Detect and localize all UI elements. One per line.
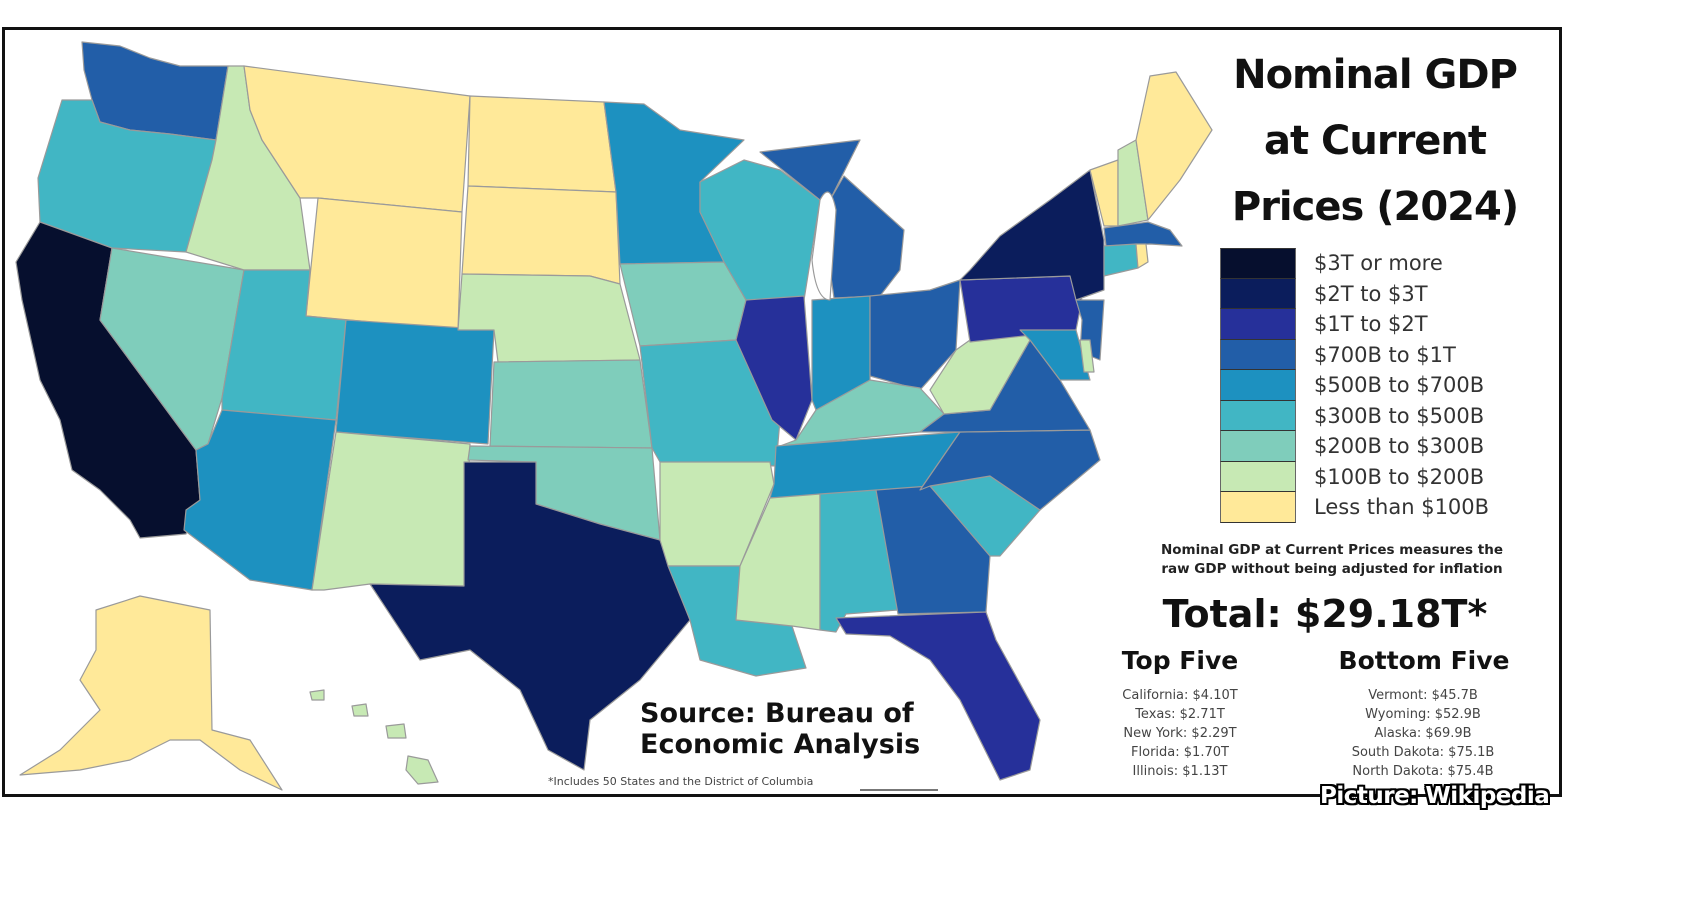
legend-swatch [1220,461,1296,492]
legend-label: $500B to $700B [1314,373,1485,398]
legend-item: Less than $100B [1220,492,1489,523]
legend-label: Less than $100B [1314,495,1490,520]
footnote: *Includes 50 States and the District of … [548,775,814,788]
bottom-five-item: North Dakota: $75.4B [1352,764,1494,779]
legend-item: $3T or more [1220,248,1489,279]
note-line-2: raw GDP without being adjusted for infla… [1161,561,1503,577]
total-gdp: Total: $29.18T* [1162,592,1488,636]
state-hawaii-islands [351,703,369,717]
legend-item: $100B to $200B [1220,461,1489,492]
bottom-five-item: Wyoming: $52.9B [1365,707,1481,722]
state-north-dakota [467,95,617,193]
bottom-five-heading: Bottom Five [1338,646,1510,675]
state-iowa [619,261,747,347]
top-five-list: California: $4.10T Texas: $2.71T New Yor… [1100,686,1260,781]
top-five-item: Texas: $2.71T [1135,707,1225,722]
note-line-1: Nominal GDP at Current Prices measures t… [1160,542,1504,558]
state-rhode-island [1135,243,1149,269]
state-georgia [875,485,991,615]
legend-item: $700B to $1T [1220,339,1489,370]
us-choropleth-map [15,41,1213,791]
title-line-2: at Current [1263,118,1487,164]
title-line-3: Prices (2024) [1231,184,1519,230]
legend-item: $200B to $300B [1220,431,1489,462]
state-new-mexico [311,431,471,591]
top-five-heading: Top Five [1121,646,1239,675]
state-arizona [183,409,337,591]
legend-swatch [1220,370,1296,401]
legend-swatch [1220,309,1296,340]
state-hawaii [405,755,439,785]
footnote-underline [860,789,938,791]
legend-label: $200B to $300B [1314,434,1485,459]
legend-swatch [1220,339,1296,370]
state-hawaii-islands [385,723,407,739]
state-maryland [1019,329,1091,381]
state-kansas [489,359,653,449]
legend-item: $1T to $2T [1220,309,1489,340]
top-five-item: Florida: $1.70T [1131,745,1229,760]
state-texas [369,461,691,771]
state-alaska [19,595,283,791]
legend-item: $300B to $500B [1220,400,1489,431]
state-connecticut [1103,243,1139,277]
legend-label: $700B to $1T [1314,342,1456,367]
source-line-1: Source: Bureau of [640,698,914,729]
state-hawaii-islands [309,689,325,701]
legend-swatch [1220,248,1296,279]
lake-michigan [811,191,837,301]
legend-label: $100B to $200B [1314,464,1485,489]
legend-label: $2T to $3T [1314,281,1428,306]
source-line-2: Economic Analysis [640,729,921,760]
image-credit: Picture: Wikipedia [1320,783,1550,809]
legend-label: $300B to $500B [1314,403,1485,428]
state-wyoming [305,197,463,331]
legend-item: $2T to $3T [1220,278,1489,309]
state-montana [243,65,471,213]
state-delaware [1079,339,1095,373]
top-five-item: New York: $2.29T [1123,726,1237,741]
state-florida [835,611,1041,781]
definition-note: Nominal GDP at Current Prices measures t… [1108,541,1556,579]
bottom-five-item: Alaska: $69.9B [1374,726,1472,741]
legend-swatch [1220,400,1296,431]
source-attribution: Source: Bureau of Economic Analysis [640,698,920,760]
state-colorado [335,319,495,445]
bottom-five-item: South Dakota: $75.1B [1351,745,1495,760]
top-five-item: Illinois: $1.13T [1132,764,1228,779]
state-south-dakota [461,185,621,285]
legend-swatch [1220,278,1296,309]
legend-label: $3T or more [1314,251,1443,276]
top-five-item: California: $4.10T [1122,688,1238,703]
legend-item: $500B to $700B [1220,370,1489,401]
legend: $3T or more $2T to $3T $1T to $2T $700B … [1220,248,1489,523]
bottom-five-list: Vermont: $45.7B Wyoming: $52.9B Alaska: … [1330,686,1516,781]
title-line-1: Nominal GDP [1233,52,1518,98]
page-title: Nominal GDP at Current Prices (2024) [1200,42,1550,240]
legend-swatch [1220,431,1296,462]
legend-label: $1T to $2T [1314,312,1428,337]
state-maine [1135,71,1213,221]
bottom-five-item: Vermont: $45.7B [1368,688,1478,703]
legend-swatch [1220,492,1296,523]
